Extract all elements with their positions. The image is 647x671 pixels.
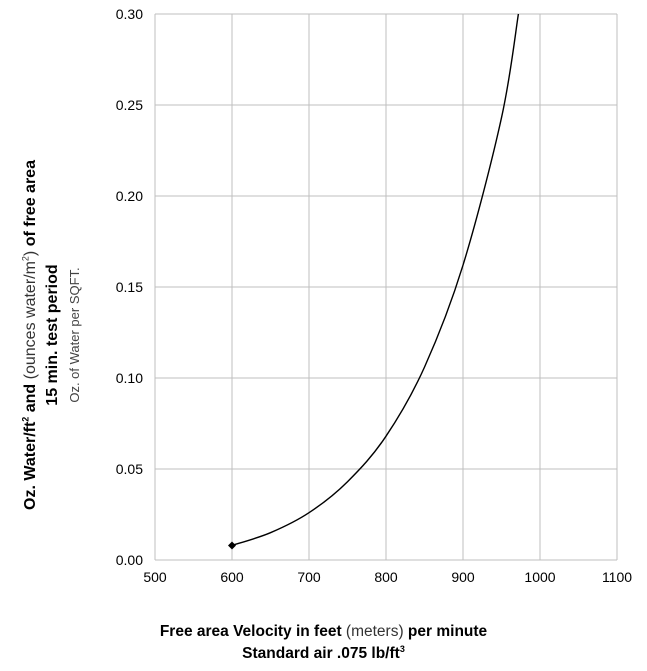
start-point-marker — [228, 541, 236, 550]
y-axis-label-line3: Oz. of Water per SQFT. — [67, 267, 82, 403]
y-tick-label: 0.30 — [116, 6, 143, 22]
y-tick-label: 0.25 — [116, 97, 143, 113]
y-tick-label: 0.00 — [116, 552, 143, 568]
grid-lines — [154, 13, 618, 561]
x-tick-label: 600 — [220, 569, 244, 585]
y-axis-label-line1: Oz. Water/ft2 and (ounces water/m2) of f… — [20, 160, 39, 510]
y-tick-labels: 0.00 0.05 0.10 0.15 0.20 0.25 0.30 — [116, 6, 143, 568]
y-tick-label: 0.20 — [116, 188, 143, 204]
x-axis-label-line2: Standard air .075 lb/ft3 — [242, 643, 405, 662]
x-tick-label: 1100 — [602, 569, 632, 585]
y-axis-label: Oz. Water/ft2 and (ounces water/m2) of f… — [20, 25, 90, 645]
y-tick-label: 0.15 — [116, 279, 143, 295]
series-layer — [228, 13, 520, 550]
y-tick-label: 0.05 — [116, 461, 143, 477]
series-line — [231, 13, 520, 547]
x-tick-labels: 500 600 700 800 900 1000 1100 — [143, 569, 632, 585]
x-tick-label: 800 — [374, 569, 398, 585]
x-tick-label: 900 — [451, 569, 475, 585]
x-tick-label: 700 — [297, 569, 321, 585]
x-tick-label: 1000 — [524, 569, 555, 585]
x-axis-label-line1: Free area Velocity in feet (meters) per … — [159, 623, 488, 640]
y-axis-label-line2: 15 min. test period — [44, 264, 61, 406]
x-tick-label: 500 — [143, 569, 167, 585]
y-tick-label: 0.10 — [116, 370, 143, 386]
